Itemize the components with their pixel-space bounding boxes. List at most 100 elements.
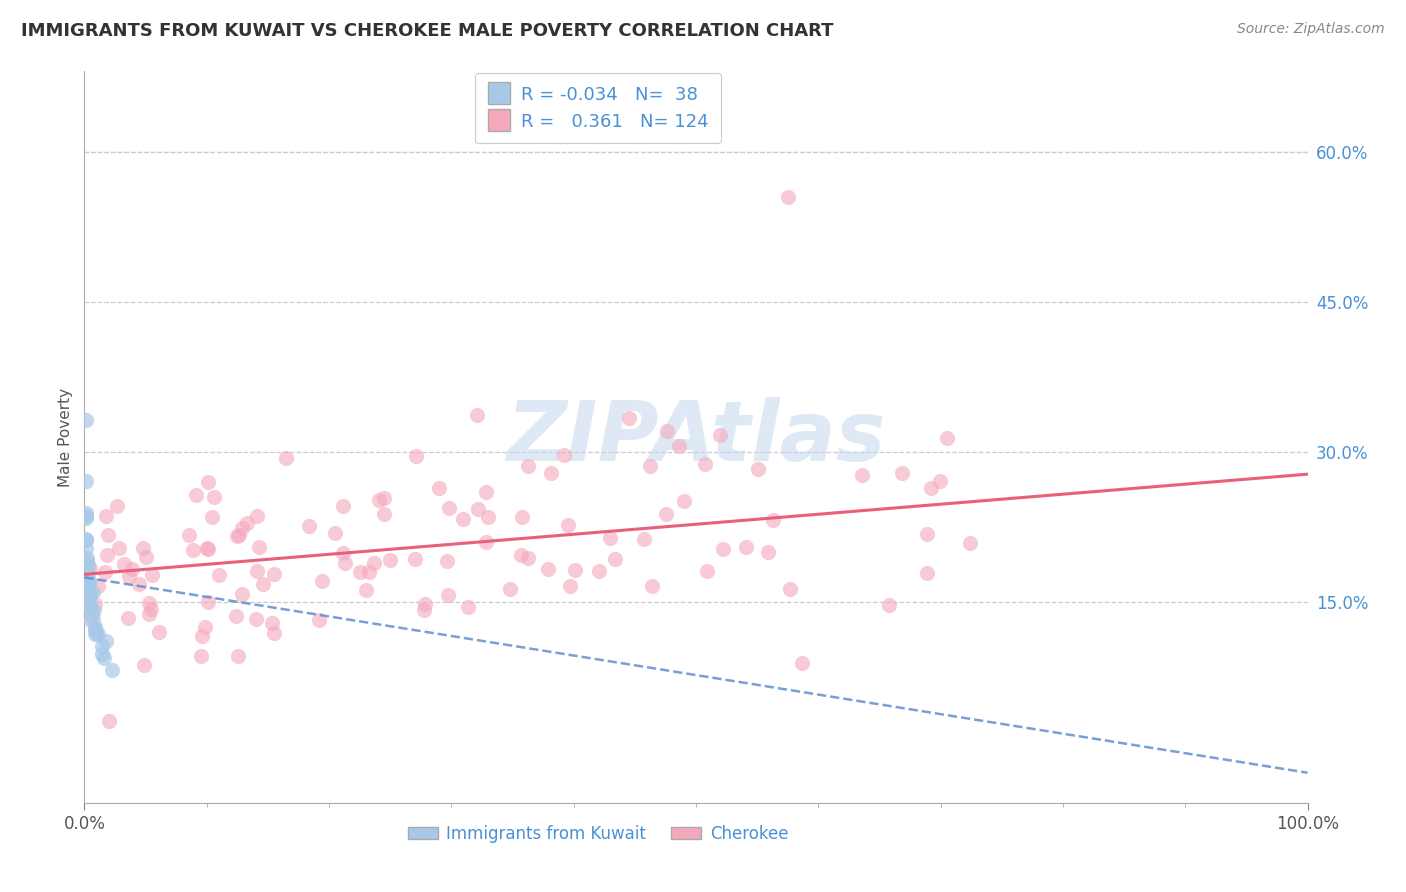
Point xyxy=(672,494,695,508)
Point xyxy=(457,600,479,615)
Point xyxy=(959,536,981,550)
Point xyxy=(356,582,378,597)
Point xyxy=(80,613,103,627)
Point xyxy=(776,189,799,203)
Point xyxy=(77,589,100,603)
Point xyxy=(184,488,207,502)
Point xyxy=(599,531,621,545)
Point xyxy=(657,425,679,439)
Point xyxy=(108,541,131,555)
Point xyxy=(75,510,97,524)
Point xyxy=(86,579,108,593)
Point xyxy=(368,492,391,507)
Point xyxy=(141,568,163,582)
Point xyxy=(79,588,101,602)
Point xyxy=(79,588,101,602)
Point xyxy=(758,545,780,559)
Point xyxy=(138,607,160,621)
Point xyxy=(349,565,371,579)
Point xyxy=(641,579,664,593)
Point xyxy=(77,574,100,589)
Point xyxy=(779,582,801,596)
Point xyxy=(83,603,105,617)
Point xyxy=(437,588,460,602)
Point xyxy=(735,541,758,555)
Point xyxy=(263,566,285,581)
Point xyxy=(619,410,641,425)
Point xyxy=(84,624,107,639)
Point xyxy=(363,556,385,570)
Point xyxy=(98,714,121,728)
Point xyxy=(84,622,107,636)
Point xyxy=(427,481,450,495)
Point xyxy=(308,613,330,627)
Point xyxy=(75,541,97,555)
Point xyxy=(79,587,101,601)
Point xyxy=(413,598,436,612)
Point xyxy=(84,597,107,611)
Point xyxy=(245,611,267,625)
Point xyxy=(75,508,97,523)
Point xyxy=(451,512,474,526)
Text: ZIPAtlas: ZIPAtlas xyxy=(506,397,886,477)
Point xyxy=(75,533,97,548)
Point xyxy=(762,513,785,527)
Point xyxy=(557,518,579,533)
Point xyxy=(208,567,231,582)
Point xyxy=(263,625,285,640)
Point xyxy=(93,650,115,665)
Point xyxy=(76,554,98,568)
Point xyxy=(79,602,101,616)
Point xyxy=(76,558,98,573)
Point xyxy=(96,548,118,562)
Point xyxy=(404,552,426,566)
Point xyxy=(83,620,105,634)
Point xyxy=(86,627,108,641)
Point xyxy=(121,562,143,576)
Text: Source: ZipAtlas.com: Source: ZipAtlas.com xyxy=(1237,22,1385,37)
Point xyxy=(378,553,401,567)
Point xyxy=(135,549,157,564)
Point xyxy=(201,510,224,524)
Point xyxy=(141,602,163,616)
Point xyxy=(475,485,498,500)
Point xyxy=(77,592,100,607)
Point xyxy=(114,557,136,571)
Point xyxy=(247,540,270,554)
Point xyxy=(323,525,346,540)
Point xyxy=(75,474,97,488)
Point xyxy=(246,508,269,523)
Point xyxy=(117,611,139,625)
Point xyxy=(558,579,581,593)
Point xyxy=(91,639,114,653)
Point xyxy=(332,499,354,513)
Point xyxy=(790,656,813,670)
Point xyxy=(105,499,128,513)
Point xyxy=(97,528,120,542)
Point xyxy=(225,529,247,543)
Point xyxy=(588,564,610,578)
Point xyxy=(274,451,297,466)
Point xyxy=(246,564,269,578)
Point xyxy=(77,576,100,591)
Point xyxy=(373,491,395,505)
Point xyxy=(405,449,427,463)
Point xyxy=(252,577,274,591)
Point xyxy=(935,431,957,445)
Point xyxy=(76,566,98,580)
Point xyxy=(553,448,575,462)
Point xyxy=(128,576,150,591)
Point xyxy=(91,647,114,661)
Point xyxy=(412,603,434,617)
Point xyxy=(695,458,717,472)
Point xyxy=(920,481,942,495)
Point xyxy=(79,597,101,611)
Point xyxy=(510,549,533,563)
Point xyxy=(84,627,107,641)
Point xyxy=(260,615,283,630)
Point xyxy=(228,649,250,664)
Point xyxy=(77,581,100,595)
Point xyxy=(638,459,661,474)
Point xyxy=(96,508,118,523)
Point xyxy=(138,596,160,610)
